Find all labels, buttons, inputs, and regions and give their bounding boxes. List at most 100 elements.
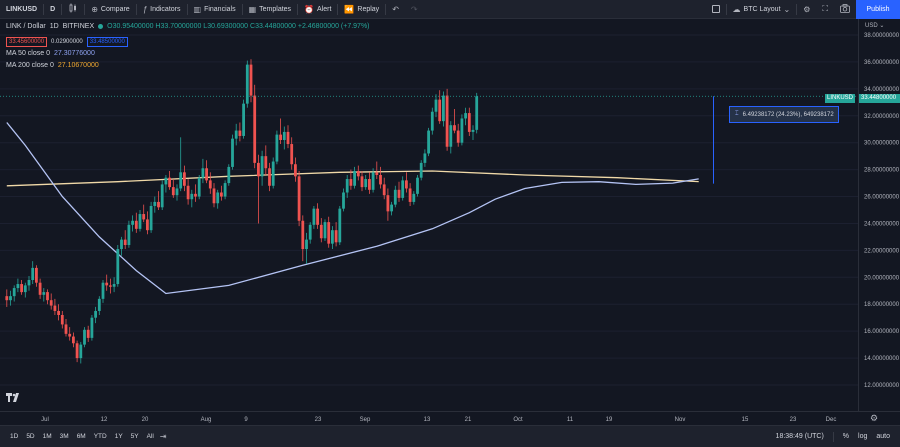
compare-button[interactable]: ⊕ Compare	[85, 0, 136, 19]
candle	[105, 274, 109, 291]
legend-ma50-row[interactable]: MA 50 close 0 27.30776000	[6, 50, 95, 57]
auto-toggle[interactable]: auto	[876, 433, 890, 440]
candle	[157, 191, 160, 210]
candle	[79, 341, 83, 364]
log-toggle[interactable]: log	[858, 433, 868, 440]
fullscreen-button[interactable]: ⛶	[816, 0, 834, 19]
price-axis[interactable]: 38.00000000 36.00000000 34.00000000 32.0000…	[858, 19, 900, 411]
candle	[345, 175, 349, 198]
snapshot-button[interactable]	[834, 0, 856, 19]
layout-button[interactable]: ☁ BTC Layout ⌄	[727, 0, 797, 19]
candle	[57, 304, 60, 321]
timeframe-button[interactable]: 3M	[59, 433, 69, 440]
publish-button[interactable]: Publish	[856, 0, 900, 19]
replay-button[interactable]: ⏪ Replay	[338, 0, 385, 19]
candle	[9, 290, 12, 306]
candle-body	[353, 170, 356, 186]
candle-body	[220, 192, 223, 197]
candle-body	[375, 172, 379, 175]
candle-body	[175, 188, 179, 196]
layout-checkbox-icon	[711, 5, 720, 13]
candle-body	[323, 222, 327, 239]
candle-body	[16, 284, 20, 289]
timeframe-button[interactable]: YTD	[93, 433, 107, 440]
settings-button[interactable]: ⚙	[797, 0, 816, 19]
timeframe-button[interactable]: All	[146, 433, 154, 440]
price-tick-label: 14.00000000	[864, 356, 900, 362]
candle-body	[38, 282, 42, 295]
candle	[227, 164, 231, 186]
symbol-search[interactable]: LINKUSD	[0, 0, 43, 19]
candle	[460, 114, 464, 146]
layout-toggle[interactable]	[706, 0, 726, 19]
timeframe-button[interactable]: 1Y	[114, 433, 123, 440]
toolbar-divider	[135, 3, 137, 15]
last-price-symbol: LINKUSD	[827, 95, 854, 101]
candle-body	[253, 95, 257, 163]
time-tick-label: 23	[315, 417, 322, 423]
timeframe-button[interactable]: 5Y	[130, 433, 139, 440]
candle-body	[79, 344, 83, 359]
timeframe-button[interactable]: 6M	[76, 433, 86, 440]
gear-icon: ⚙	[803, 4, 811, 14]
ask-price-box[interactable]: 33.48500000	[86, 37, 128, 47]
bid-price-box[interactable]: 33.45600000	[6, 37, 48, 47]
time-tick-label: 15	[742, 417, 749, 423]
candle	[35, 265, 38, 287]
utc-clock[interactable]: 18:38:49 (UTC)	[775, 433, 824, 440]
candle	[53, 298, 57, 315]
candle-body	[109, 285, 112, 287]
measure-icon: ⌶	[735, 111, 739, 117]
indicators-button[interactable]: ƒ Indicators	[137, 0, 187, 19]
percent-toggle[interactable]: %	[842, 433, 850, 440]
interval-button[interactable]: D	[44, 0, 61, 19]
redo-icon: ↷	[410, 4, 418, 14]
candle	[31, 261, 35, 285]
legend-ma200-row[interactable]: MA 200 close 0 27.10670000	[6, 62, 99, 69]
candle	[12, 285, 16, 302]
candle-body	[349, 179, 353, 186]
financials-button[interactable]: ▥ Financials	[188, 0, 242, 19]
candle	[286, 125, 290, 149]
redo-button[interactable]: ↷	[405, 0, 424, 19]
alert-button[interactable]: ⏰ Alert	[298, 0, 337, 19]
candle-body	[212, 188, 216, 204]
time-tick-label: 23	[790, 417, 797, 423]
candle	[112, 277, 116, 293]
candle	[312, 205, 316, 229]
candle-body	[260, 156, 264, 177]
chart-type-button[interactable]	[62, 0, 84, 19]
candle-body	[49, 300, 53, 306]
candle	[212, 183, 216, 208]
candle-body	[308, 224, 312, 240]
chart-pane[interactable]: LINK / Dollar 1D BITFINEX O30.95400000 H…	[0, 19, 858, 411]
candle-body	[449, 125, 453, 147]
templates-button[interactable]: ▦ Templates	[243, 0, 297, 19]
time-axis[interactable]: Jul 12 20 Aug 9 23 Sep 13 21 Oct 11 19 Nov 15 23 Dec ⚙	[0, 411, 900, 425]
candle-body	[438, 99, 442, 122]
timeframe-button[interactable]: 1D	[10, 433, 19, 440]
measure-text: 6.49238172 (24.23%), 649238172	[742, 111, 834, 118]
candle	[168, 170, 171, 190]
candle-body	[183, 172, 186, 186]
candle	[434, 94, 438, 118]
candle	[456, 123, 460, 147]
ma200-line	[6, 170, 699, 187]
candle	[205, 160, 208, 184]
axis-settings-button[interactable]: ⚙	[870, 412, 878, 425]
timeframe-button[interactable]: 1M	[42, 433, 52, 440]
time-tick-label: Aug	[201, 417, 212, 423]
undo-button[interactable]: ↶	[386, 0, 405, 19]
candle-body	[393, 189, 397, 205]
toolbar-divider	[337, 3, 339, 15]
candle-body	[331, 230, 334, 244]
currency-label[interactable]: USD ⌄	[865, 22, 884, 29]
timeframe-button[interactable]: 5D	[26, 433, 35, 440]
price-chart[interactable]	[0, 19, 858, 411]
candle-body	[360, 176, 364, 188]
goto-date-icon[interactable]: ⇥	[159, 432, 167, 441]
candle-body	[434, 99, 438, 112]
candle	[171, 179, 175, 198]
price-tick-label: 20.00000000	[864, 275, 900, 281]
candle	[416, 175, 419, 197]
